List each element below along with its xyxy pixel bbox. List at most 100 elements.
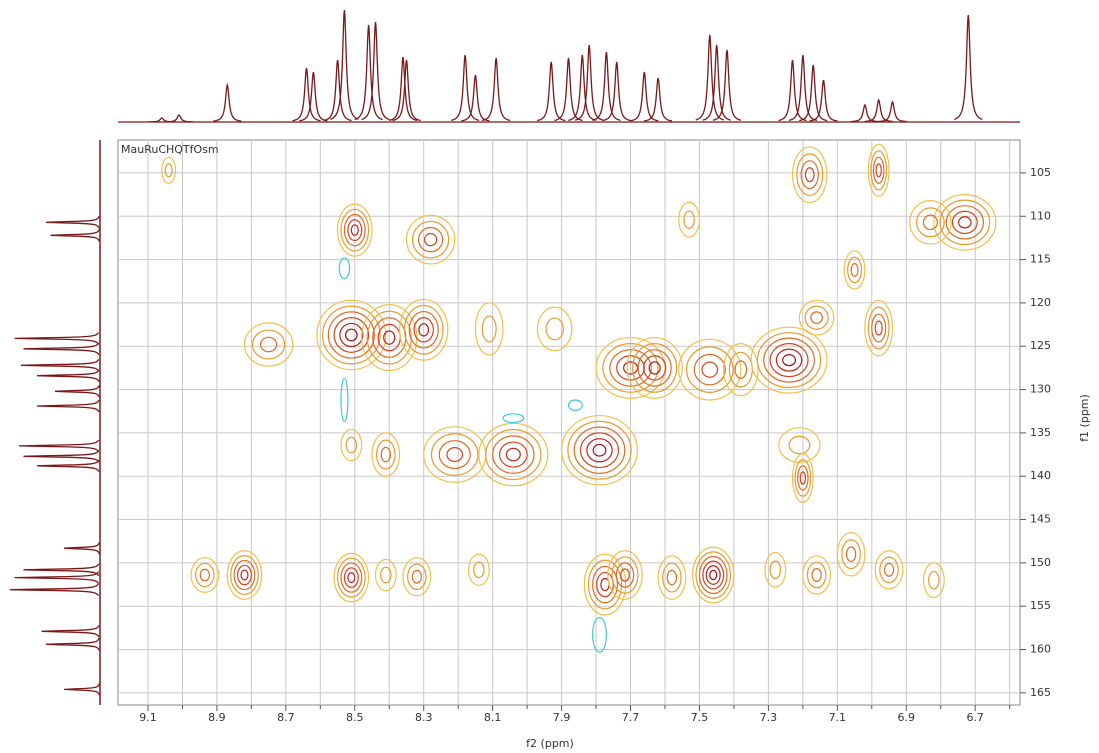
negative-contour xyxy=(338,257,351,280)
contour-ring xyxy=(657,555,687,600)
f1-projection-peak xyxy=(14,571,100,584)
x-tick-label: 7.1 xyxy=(829,711,847,724)
contour-ring xyxy=(666,569,678,586)
contour-ring xyxy=(788,435,811,455)
contour-ring xyxy=(411,569,423,584)
contour-ring xyxy=(485,429,542,481)
contour-ring xyxy=(763,337,815,383)
contour-ring xyxy=(587,559,623,610)
contour-ring xyxy=(190,557,220,593)
f1-projection-peak xyxy=(45,216,100,229)
contour-ring xyxy=(782,354,796,367)
contour-ring xyxy=(722,343,759,397)
y-tick-label: 160 xyxy=(1030,643,1051,656)
y-tick-label: 155 xyxy=(1030,599,1051,612)
negative-contour xyxy=(567,399,583,411)
contour-ring xyxy=(836,531,866,577)
y-tick-label: 105 xyxy=(1030,166,1051,179)
contour-ring xyxy=(804,167,815,183)
contour-ring xyxy=(505,447,521,462)
f2-projection-peak xyxy=(388,56,418,122)
f2-projection-peak xyxy=(809,79,838,122)
f2-projection-peak xyxy=(213,82,242,122)
contour-ring xyxy=(915,207,945,238)
contour-ring xyxy=(791,146,828,203)
f1-projection-peak xyxy=(63,683,101,696)
contour-ring xyxy=(685,346,734,393)
y-axis-label: f1 (ppm) xyxy=(1078,394,1091,442)
chart-title: MauRuCHQTfOsm xyxy=(121,143,219,156)
contour-ring xyxy=(380,446,392,463)
contour-ring xyxy=(567,420,632,480)
f2-projection-peak xyxy=(354,24,383,121)
f2-projection-peak xyxy=(292,67,321,122)
contour-ring xyxy=(595,336,666,399)
contour-ring xyxy=(339,322,364,348)
contour-ring xyxy=(237,564,252,586)
contour-ring xyxy=(366,310,412,365)
f1-projection-peak xyxy=(23,342,100,356)
contour-ring xyxy=(438,440,471,470)
y-tick-label: 135 xyxy=(1030,426,1051,439)
contour-ring xyxy=(195,562,215,588)
contour-ring xyxy=(446,447,464,463)
contour-ring xyxy=(810,311,823,325)
y-tick-label: 165 xyxy=(1030,686,1051,699)
contour-ring xyxy=(418,323,430,337)
f2-projection-peak xyxy=(630,71,659,122)
contour-ring xyxy=(402,557,432,597)
y-tick-label: 120 xyxy=(1030,296,1051,309)
f2-projection-peak xyxy=(299,71,328,122)
contour-ring xyxy=(586,438,613,463)
plot-frame xyxy=(117,139,1021,706)
f2-projection-peak xyxy=(361,21,390,121)
contour-ring xyxy=(883,562,895,577)
contour-ring xyxy=(909,200,952,245)
contour-ring xyxy=(637,349,672,387)
f1-projection-peak xyxy=(18,439,100,453)
contour-ring xyxy=(340,208,370,252)
x-tick-label: 6.7 xyxy=(966,711,984,724)
f2-projection-peak xyxy=(778,59,807,122)
contour-ring xyxy=(678,201,701,238)
negative-contour xyxy=(592,616,607,653)
contour-ring xyxy=(316,299,387,371)
f2-projection-peak xyxy=(165,114,193,123)
contour-ring xyxy=(791,453,814,503)
contour-ring xyxy=(343,567,359,588)
contour-ring xyxy=(240,569,249,581)
contour-ring xyxy=(423,232,438,247)
x-tick-label: 6.9 xyxy=(898,711,916,724)
contour-ring xyxy=(802,555,832,595)
x-axis-label: f2 (ppm) xyxy=(526,737,574,750)
contour-ring xyxy=(804,305,829,330)
contour-ring xyxy=(879,556,899,584)
contour-ring xyxy=(609,349,652,387)
contour-ring xyxy=(702,560,725,590)
contour-ring xyxy=(615,562,635,588)
y-tick-label: 110 xyxy=(1030,209,1051,222)
contour-ring xyxy=(939,199,991,246)
contour-ring xyxy=(322,305,381,365)
contour-ring xyxy=(478,422,549,487)
contour-ring xyxy=(376,439,396,470)
contour-ring xyxy=(474,302,504,356)
f2-projection-peak xyxy=(461,74,490,122)
f1-projection-peak xyxy=(9,583,99,597)
contour-ring xyxy=(408,310,439,349)
contour-ring xyxy=(695,551,732,599)
x-tick-label: 7.3 xyxy=(760,711,778,724)
contour-ring xyxy=(347,219,363,242)
negative-contour xyxy=(502,413,525,424)
contour-ring xyxy=(643,355,667,381)
contour-ring xyxy=(734,360,748,379)
f1-projection-peak xyxy=(45,638,100,651)
y-tick-label: 115 xyxy=(1030,253,1051,266)
contour-ring xyxy=(592,443,607,457)
f2-projection-peak xyxy=(799,64,828,122)
f2-projection-peak xyxy=(954,14,983,121)
contour-ring xyxy=(750,326,828,394)
contour-ring xyxy=(411,220,450,259)
f2-projection-peak xyxy=(536,61,566,122)
